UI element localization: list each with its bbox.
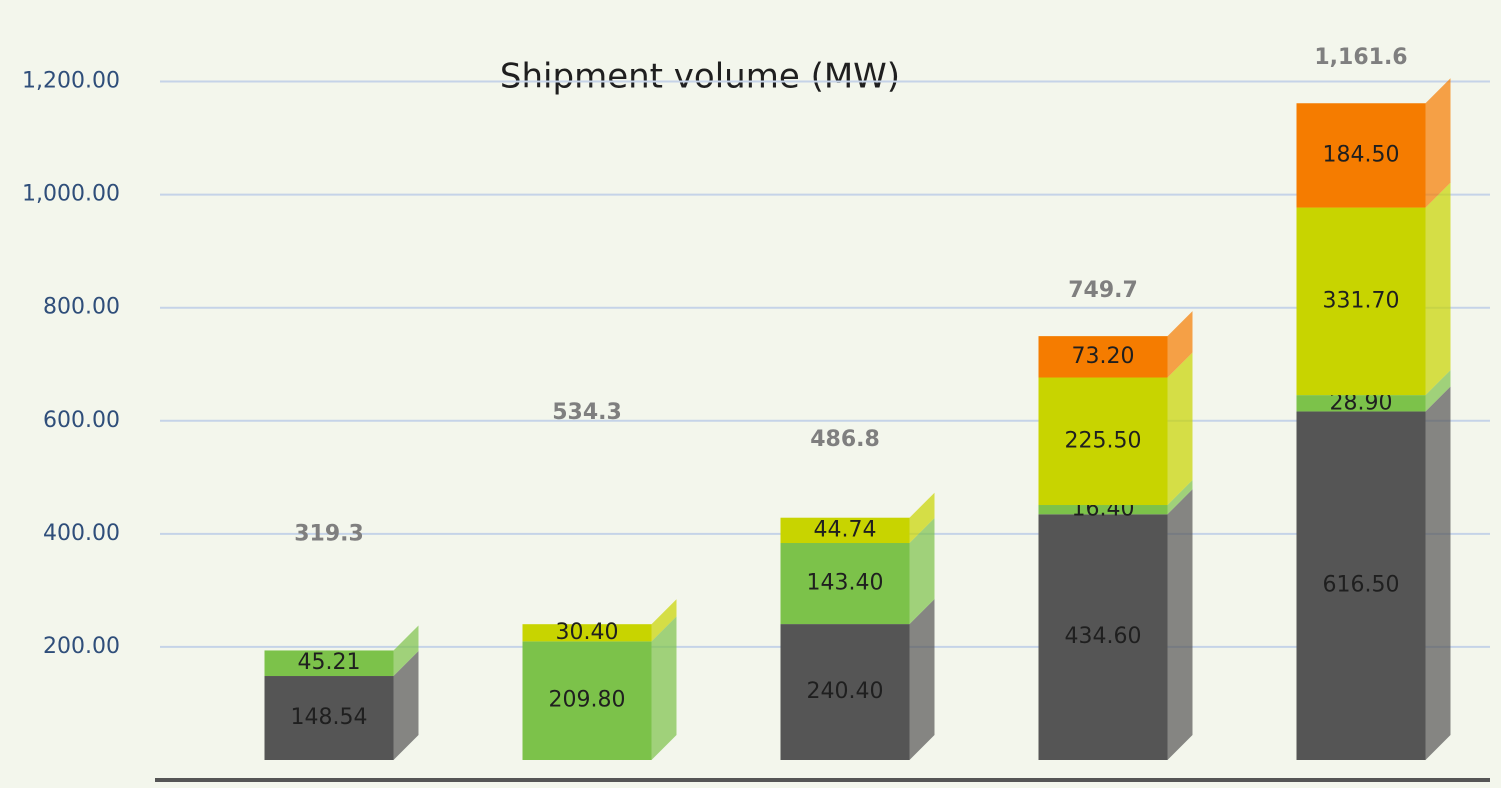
bar-side [1426, 183, 1451, 396]
bar-side [1426, 386, 1451, 760]
y-tick-label: 800.00 [43, 295, 120, 320]
segment-label: 184.50 [1323, 142, 1400, 167]
segment-label: 331.70 [1323, 288, 1400, 313]
segment-label: 30.40 [556, 620, 619, 645]
total-label: 319.3 [294, 521, 364, 546]
total-label: 749.7 [1068, 278, 1138, 303]
total-label: 486.8 [810, 427, 880, 452]
chart-title: Shipment volume (MW) [500, 57, 900, 97]
segment-label: 148.54 [291, 705, 368, 730]
bar-side [1168, 489, 1193, 760]
segment-label: 434.60 [1065, 624, 1142, 649]
y-tick-label: 1,200.00 [22, 69, 120, 94]
y-tick-label: 400.00 [43, 521, 120, 546]
segment-label: 44.74 [814, 517, 877, 542]
segment-label: 73.20 [1072, 344, 1135, 369]
segment-label: 240.40 [807, 679, 884, 704]
total-label: 534.3 [552, 400, 622, 425]
segment-label: 225.50 [1065, 428, 1142, 453]
y-tick-label: 600.00 [43, 408, 120, 433]
y-tick-label: 1,000.00 [22, 182, 120, 207]
bar-side [652, 616, 677, 760]
segment-label: 45.21 [298, 650, 361, 675]
total-label: 1,161.6 [1314, 45, 1407, 70]
bar-side [1168, 353, 1193, 505]
segment-label: 143.40 [807, 571, 884, 596]
segment-label: 209.80 [549, 688, 626, 713]
chart: Shipment volume (MW) 200.00 400.00 600.00 8… [0, 0, 1501, 788]
segment-label: 616.50 [1323, 573, 1400, 598]
bar-side [910, 599, 935, 760]
background [0, 0, 1501, 788]
y-tick-label: 200.00 [43, 634, 120, 659]
